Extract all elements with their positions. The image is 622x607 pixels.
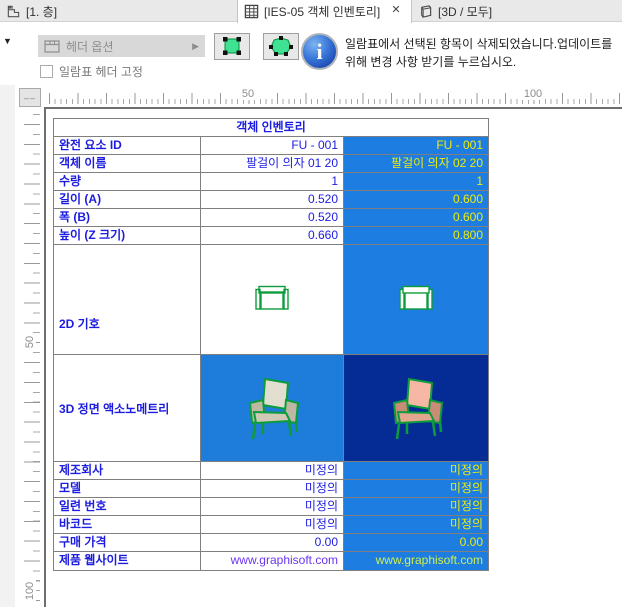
table-row: 제품 웹사이트 www.graphisoft.com www.graphisof… <box>54 552 488 570</box>
horizontal-ruler: 50 100 <box>44 85 622 107</box>
header-options-label: 헤더 옵션 <box>66 39 114 54</box>
floor-plan-icon <box>7 5 20 17</box>
cell-height-2-selected[interactable]: 0.800 <box>344 227 488 245</box>
row-label: 길이 (A) <box>54 191 201 209</box>
row-label: 모델 <box>54 480 201 498</box>
cell-product-website-2-selected[interactable]: www.graphisoft.com <box>344 552 488 570</box>
row-label: 완전 요소 ID <box>54 137 201 155</box>
cell-3d-preview-1[interactable] <box>201 355 344 462</box>
submenu-arrow-icon: ▶ <box>192 40 199 51</box>
cell-model-2-selected[interactable]: 미정의 <box>344 480 488 498</box>
cell-2d-symbol-1[interactable] <box>201 245 344 355</box>
cell-product-website-1[interactable]: www.graphisoft.com <box>201 552 344 570</box>
ruler-label-100: 100 <box>520 88 546 100</box>
ruler-label-100: 100 <box>23 578 36 604</box>
row-label: 객체 이름 <box>54 155 201 173</box>
row-label: 3D 정면 액소노메트리 <box>54 355 201 462</box>
cell-element-id-1[interactable]: FU - 001 <box>201 137 344 155</box>
row-label: 높이 (Z 크기) <box>54 227 201 245</box>
cell-object-name-2-selected[interactable]: 팔걸이 의자 02 20 <box>344 155 488 173</box>
table-row: 길이 (A) 0.520 0.600 <box>54 191 488 209</box>
cell-width-2-selected[interactable]: 0.600 <box>344 209 488 227</box>
table-row-2d-symbol: 2D 기호 <box>54 245 488 355</box>
row-label: 폭 (B) <box>54 209 201 227</box>
marquee-rectangle-icon <box>223 37 241 55</box>
table-title-row: 객체 인벤토리 <box>54 119 488 137</box>
freeze-header-label: 일람표 헤더 고정 <box>59 65 143 79</box>
row-label: 제품 웹사이트 <box>54 552 201 570</box>
freeze-header-checkbox[interactable] <box>40 65 53 78</box>
cell-barcode-2-selected[interactable]: 미정의 <box>344 516 488 534</box>
select-rectangle-button[interactable] <box>214 33 250 60</box>
pane-left-margin <box>0 85 15 607</box>
cell-object-name-1[interactable]: 팔걸이 의자 01 20 <box>201 155 344 173</box>
freeze-header-checkbox-row: 일람표 헤더 고정 <box>40 63 143 80</box>
ruler-origin-button[interactable]: ‒‒ <box>19 88 41 107</box>
tab-label: [3D / 모두] <box>438 4 493 19</box>
table-row: 제조회사 미정의 미정의 <box>54 462 488 480</box>
cell-2d-symbol-2-selected[interactable] <box>344 245 488 355</box>
cell-manufacturer-1[interactable]: 미정의 <box>201 462 344 480</box>
row-label: 제조회사 <box>54 462 201 480</box>
tab-floor-plan[interactable]: [1. 층] <box>0 0 237 22</box>
cell-width-1[interactable]: 0.520 <box>201 209 344 227</box>
cell-serial-number-1[interactable]: 미정의 <box>201 498 344 516</box>
close-icon[interactable]: ✕ <box>391 4 401 16</box>
ruler-label-50: 50 <box>23 332 36 352</box>
table-row-3d-axonometry: 3D 정면 액소노메트리 <box>54 355 488 462</box>
table-header-icon <box>44 39 60 53</box>
cell-purchase-price-1[interactable]: 0.00 <box>201 534 344 552</box>
status-message: 일람표에서 선택된 항목이 삭제되었습니다.업데이트를 위해 변경 사항 받기를… <box>345 37 613 69</box>
tab-3d-all[interactable]: [3D / 모두] <box>412 0 622 22</box>
cell-length-2-selected[interactable]: 0.600 <box>344 191 488 209</box>
row-label: 수량 <box>54 173 201 191</box>
cell-3d-preview-2-selected[interactable] <box>344 355 488 462</box>
table-row: 완전 요소 ID FU - 001 FU - 001 <box>54 137 488 155</box>
schedule-grid-icon <box>244 4 259 19</box>
3d-view-icon <box>421 4 432 18</box>
cell-quantity-1[interactable]: 1 <box>201 173 344 191</box>
chair-axonometry-beige-icon <box>248 377 300 440</box>
header-options-button[interactable]: 헤더 옵션 ▶ <box>38 35 205 57</box>
table-title: 객체 인벤토리 <box>54 119 488 137</box>
cell-quantity-2-selected[interactable]: 1 <box>344 173 488 191</box>
table-row: 높이 (Z 크기) 0.660 0.800 <box>54 227 488 245</box>
chair-top-symbol-filled-icon <box>399 285 433 310</box>
info-icon: i <box>301 33 338 70</box>
chair-top-symbol-icon <box>255 285 289 310</box>
tab-schedule-inventory[interactable]: [IES-05 객체 인벤토리] ✕ <box>237 0 412 23</box>
tab-label: [1. 층] <box>26 4 58 19</box>
table-row: 바코드 미정의 미정의 <box>54 516 488 534</box>
table-row: 구매 가격 0.00 0.00 <box>54 534 488 552</box>
disclosure-triangle-icon[interactable]: ▼ <box>3 36 12 46</box>
vertical-ruler: 50 100 <box>15 107 44 607</box>
table-row: 일련 번호 미정의 미정의 <box>54 498 488 516</box>
cell-element-id-2-selected[interactable]: FU - 001 <box>344 137 488 155</box>
cell-length-1[interactable]: 0.520 <box>201 191 344 209</box>
view-tab-bar: [1. 층] [IES-05 객체 인벤토리] ✕ [3D / 모두] <box>0 0 622 23</box>
row-label: 바코드 <box>54 516 201 534</box>
cell-serial-number-2-selected[interactable]: 미정의 <box>344 498 488 516</box>
table-row: 폭 (B) 0.520 0.600 <box>54 209 488 227</box>
table-row: 수량 1 1 <box>54 173 488 191</box>
select-polygon-button[interactable] <box>263 33 299 60</box>
table-row: 모델 미정의 미정의 <box>54 480 488 498</box>
row-label: 일련 번호 <box>54 498 201 516</box>
ruler-label-50: 50 <box>238 88 258 100</box>
table-row: 객체 이름 팔걸이 의자 01 20 팔걸이 의자 02 20 <box>54 155 488 173</box>
cell-purchase-price-2-selected[interactable]: 0.00 <box>344 534 488 552</box>
row-label: 구매 가격 <box>54 534 201 552</box>
object-inventory-table: 객체 인벤토리 완전 요소 ID FU - 001 FU - 001 객체 이름… <box>53 118 489 571</box>
marquee-polygon-icon <box>269 35 293 56</box>
row-label: 2D 기호 <box>54 245 201 355</box>
cell-height-1[interactable]: 0.660 <box>201 227 344 245</box>
cell-manufacturer-2-selected[interactable]: 미정의 <box>344 462 488 480</box>
cell-model-1[interactable]: 미정의 <box>201 480 344 498</box>
schedule-toolbar: ▼ 헤더 옵션 ▶ i 일람표에서 선택된 항목이 삭제되었 <box>0 22 622 85</box>
cell-barcode-1[interactable]: 미정의 <box>201 516 344 534</box>
schedule-canvas: 객체 인벤토리 완전 요소 ID FU - 001 FU - 001 객체 이름… <box>44 107 622 607</box>
chair-axonometry-pink-icon <box>392 377 444 440</box>
tab-label: [IES-05 객체 인벤토리] <box>264 5 381 19</box>
